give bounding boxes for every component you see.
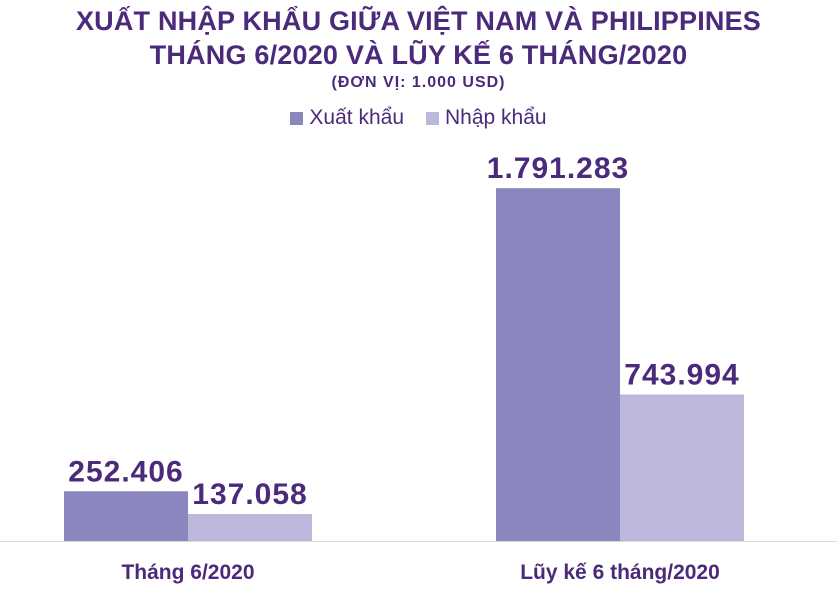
legend-label-export: Xuất khẩu [309, 106, 404, 129]
data-label-import-2: 743.994 [624, 358, 739, 391]
bar-import-1 [188, 514, 312, 541]
chart-title: XUẤT NHẬP KHẨU GIỮA VIỆT NAM VÀ PHILIPPI… [75, 6, 762, 36]
legend-swatch-import [426, 111, 439, 125]
legend: Xuất khẩu Nhập khẩu [0, 106, 837, 130]
data-label-import-1: 137.058 [192, 478, 307, 511]
bar-export-1 [64, 491, 188, 541]
legend-item-import: Nhập khẩu [426, 106, 547, 130]
legend-item-export: Xuất khẩu [290, 106, 404, 130]
category-label-2: Lũy kế 6 tháng/2020 [520, 561, 720, 584]
category-label-1: Tháng 6/2020 [121, 561, 254, 584]
data-label-export-1: 252.406 [68, 455, 183, 488]
bar-export-2 [496, 188, 620, 542]
data-label-export-2: 1.791.283 [487, 152, 629, 185]
chart-subtitle: THÁNG 6/2020 VÀ LŨY KẾ 6 THÁNG/2020 [149, 40, 688, 70]
chart-unit: (ĐƠN VỊ: 1.000 USD) [331, 74, 506, 91]
bar-import-2 [620, 394, 744, 541]
legend-label-import: Nhập khẩu [445, 106, 547, 129]
legend-swatch-export [290, 111, 304, 125]
